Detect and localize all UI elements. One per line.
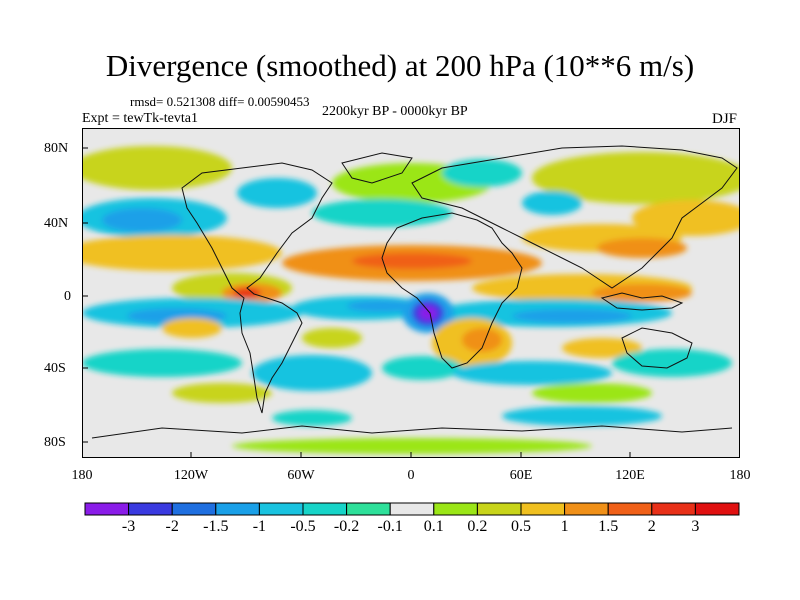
lat-ticks — [82, 147, 88, 443]
colorbar-swatch — [171, 502, 217, 516]
colorbar-swatch — [520, 502, 566, 516]
colorbar-label: 3 — [691, 518, 700, 535]
lon-label-120w: 120W — [173, 468, 209, 483]
colorbar-swatch — [433, 502, 478, 516]
lon-label-180e: 180 — [729, 468, 751, 483]
plot-title: Divergence (smoothed) at 200 hPa (10**6 … — [105, 48, 695, 83]
lon-label-60e: 60E — [509, 468, 533, 483]
colorbar-label: 0.1 — [423, 518, 444, 535]
colorbar-label: 0.5 — [511, 518, 531, 535]
colorbar-label: -1.5 — [203, 518, 229, 535]
colorbar-swatch — [564, 502, 609, 516]
lon-label-180w: 180 — [71, 468, 93, 483]
lon-label-60w: 60W — [287, 468, 315, 483]
colorbar-swatch — [258, 502, 304, 516]
map-plot — [82, 128, 740, 458]
colorbar-label: -1 — [252, 518, 267, 535]
lon-ticks — [190, 452, 631, 458]
colorbar-swatch — [694, 502, 740, 516]
colorbar-swatch — [346, 502, 391, 516]
period-label: 2200kyr BP - 0000kyr BP — [322, 104, 468, 119]
coastlines — [91, 145, 738, 439]
colorbar-swatch — [651, 502, 696, 516]
divergence-field — [82, 146, 740, 454]
colorbar-swatch — [476, 502, 522, 516]
colorbar-label: 2 — [647, 518, 656, 535]
colorbar-label: 0.2 — [467, 518, 488, 535]
colorbar-label: -0.5 — [290, 518, 316, 535]
lon-label-0: 0 — [407, 468, 415, 483]
colorbar — [84, 502, 740, 516]
colorbar-swatch — [607, 502, 653, 516]
season-label: DJF — [712, 111, 738, 127]
lon-label-120e: 120E — [615, 468, 645, 483]
colorbar-label: -2 — [165, 518, 179, 535]
colorbar-label: -3 — [121, 518, 136, 535]
lat-label-40s: 40S — [44, 361, 66, 376]
lat-label-0: 0 — [64, 289, 71, 304]
lat-label-80n: 80N — [44, 141, 69, 156]
lat-label-40n: 40N — [44, 216, 69, 231]
colorbar-swatch — [84, 502, 130, 516]
lat-label-80s: 80S — [44, 435, 66, 450]
colorbar-label: -0.1 — [377, 518, 403, 535]
colorbar-swatch — [128, 502, 173, 516]
colorbar-label: 1 — [560, 518, 569, 535]
colorbar-swatch — [215, 502, 260, 516]
colorbar-swatch — [389, 502, 435, 516]
colorbar-label: -0.2 — [333, 518, 360, 535]
experiment-label: Expt = tewTk-tevta1 — [82, 111, 198, 126]
colorbar-label: 1.5 — [598, 518, 619, 535]
rmsd-stats: rmsd= 0.521308 diff= 0.00590453 — [130, 94, 310, 109]
colorbar-swatch — [302, 502, 348, 516]
